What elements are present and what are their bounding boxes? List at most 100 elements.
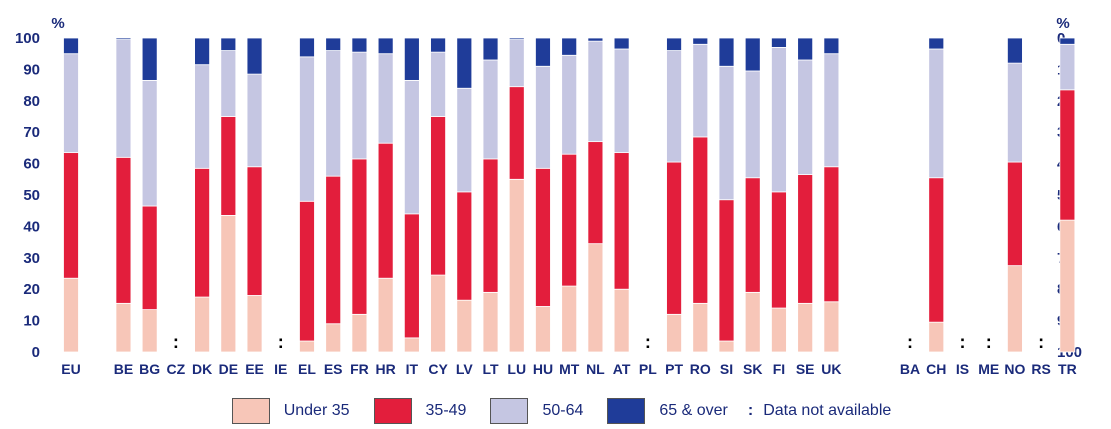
bar-segment [745,38,760,71]
bar-stack [929,38,944,352]
left-tick-label: 50 [23,187,40,204]
bar-segment [745,292,760,352]
legend-item-65-over: 65 & over [607,398,727,424]
left-unit-label: % [51,15,64,32]
category-label: TR [1058,361,1077,377]
bar-segment [326,38,341,51]
category-label: IT [406,361,419,377]
bar-segment [378,278,393,352]
category-label: AT [613,361,631,377]
legend-swatch-50-64 [490,398,528,424]
bar-segment [457,192,472,300]
category-label: IE [274,361,287,377]
bar-segment [929,322,944,352]
bar-segment [588,244,603,352]
bar-segment [509,179,524,352]
not-available-marker: : [1038,332,1044,352]
bar-segment [614,289,629,352]
category-label: RS [1031,361,1050,377]
not-available-marker: : [645,332,651,352]
left-tick-label: 0 [32,344,40,361]
bar-segment [771,47,786,191]
bar-segment [719,200,734,341]
bar-stack [116,38,131,352]
bar-segment [1060,220,1075,352]
bar-segment [719,38,734,66]
bar-segment [929,49,944,178]
category-label: NL [586,361,605,377]
bar-segment [798,38,813,60]
bar-segment [535,38,550,66]
category-label: MT [559,361,580,377]
bar-segment [693,137,708,303]
category-label: HU [533,361,553,377]
bar-segment [562,55,577,154]
bar-segment [457,300,472,352]
bar-stack [719,38,734,352]
bar-stack [221,38,236,352]
bar-stack [693,38,708,352]
category-label: FI [773,361,785,377]
bar-stack [798,38,813,352]
bar-segment [378,38,393,54]
not-available-marker: : [278,332,284,352]
bar-segment [195,297,210,352]
bars: ::::::: [64,38,1075,352]
bar-segment [378,143,393,278]
bar-segment [299,201,314,341]
bar-segment [404,338,419,352]
not-available-marker: : [986,332,992,352]
category-label: LU [507,361,526,377]
bar-stack [352,38,367,352]
bar-segment [614,153,629,290]
bar-segment [195,168,210,297]
bar-segment [588,38,603,41]
bar-segment [299,57,314,201]
bar-stack [326,38,341,352]
bar-segment [221,117,236,216]
bar-segment [1060,38,1075,44]
bar-segment [483,60,498,159]
bar-segment [693,38,708,44]
bar-segment [562,286,577,352]
category-label: PT [665,361,683,377]
legend: Under 35 35-49 50-64 65 & over : Data no… [0,396,1111,426]
bar-segment [588,142,603,244]
legend-swatch-under-35 [232,398,270,424]
bar-segment [483,159,498,292]
category-label: EU [61,361,80,377]
bar-segment [116,303,131,352]
bar-segment [745,71,760,178]
bar-stack [562,38,577,352]
bar-segment [221,215,236,352]
bar-segment [404,80,419,213]
bar-segment [667,38,682,51]
bar-segment [64,38,79,54]
category-label: PL [639,361,657,377]
left-tick-label: 30 [23,250,40,267]
category-label: RO [690,361,711,377]
bar-segment [562,154,577,286]
bar-segment [247,74,262,167]
category-label: DK [192,361,212,377]
bar-segment [195,65,210,169]
bar-segment [771,38,786,47]
bar-segment [116,38,131,40]
bar-stack [299,38,314,352]
bar-segment [1007,38,1022,63]
bar-segment [247,295,262,352]
bar-segment [1060,90,1075,220]
bar-segment [535,66,550,168]
category-label: HR [376,361,396,377]
bar-segment [221,51,236,117]
category-label: CY [428,361,448,377]
bar-segment [378,54,393,143]
bar-stack [588,38,603,352]
bar-segment [299,38,314,57]
category-label: LV [456,361,474,377]
bar-stack [771,38,786,352]
bar-segment [745,178,760,293]
bar-segment [64,153,79,279]
legend-label-under-35: Under 35 [284,402,350,420]
